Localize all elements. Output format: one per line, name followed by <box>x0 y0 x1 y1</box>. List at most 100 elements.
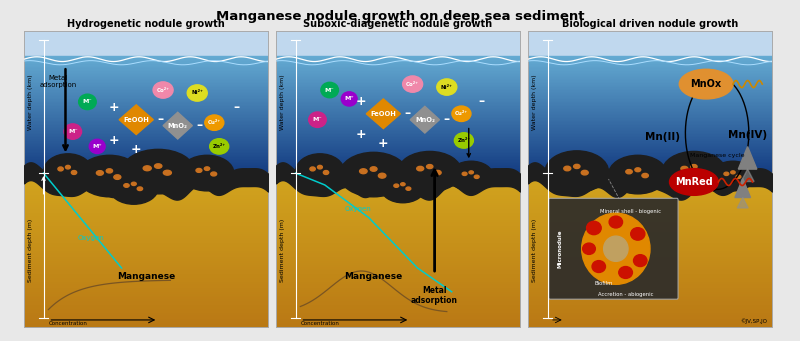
Ellipse shape <box>58 167 63 171</box>
Ellipse shape <box>730 171 735 174</box>
Ellipse shape <box>736 175 741 178</box>
Ellipse shape <box>318 165 322 169</box>
Text: M⁻: M⁻ <box>313 117 322 122</box>
Ellipse shape <box>609 216 622 228</box>
Ellipse shape <box>196 168 202 173</box>
Ellipse shape <box>462 172 467 176</box>
Text: Co²⁺: Co²⁺ <box>406 81 419 87</box>
Ellipse shape <box>604 236 628 261</box>
Ellipse shape <box>96 170 103 175</box>
Ellipse shape <box>43 154 92 189</box>
Ellipse shape <box>545 151 609 192</box>
Ellipse shape <box>180 155 234 191</box>
Ellipse shape <box>634 255 647 267</box>
Ellipse shape <box>406 187 410 190</box>
Ellipse shape <box>417 166 424 171</box>
Ellipse shape <box>724 172 729 176</box>
Ellipse shape <box>630 228 645 240</box>
Text: M⁺: M⁺ <box>344 97 354 101</box>
Text: +: + <box>356 128 366 141</box>
Ellipse shape <box>204 167 210 170</box>
Text: –: – <box>444 113 450 126</box>
Text: Manganese nodule growth on deep sea sediment: Manganese nodule growth on deep sea sedi… <box>216 10 584 23</box>
Text: Metal
adsorption: Metal adsorption <box>411 286 458 305</box>
Text: +: + <box>109 101 119 114</box>
Text: MnOx: MnOx <box>690 79 722 89</box>
Ellipse shape <box>582 170 588 175</box>
Text: Mn(IV): Mn(IV) <box>728 130 767 139</box>
Text: Sediment depth (m): Sediment depth (m) <box>280 219 285 282</box>
Text: Micronodule: Micronodule <box>558 229 562 268</box>
Ellipse shape <box>618 267 633 278</box>
Ellipse shape <box>582 243 595 254</box>
Title: Hydrogenetic nodule growth: Hydrogenetic nodule growth <box>67 18 225 29</box>
Ellipse shape <box>394 184 398 187</box>
Text: M⁺: M⁺ <box>92 144 102 149</box>
Text: Water depth (km): Water depth (km) <box>280 74 285 130</box>
Title: Suboxic-diagenetic nodule growth: Suboxic-diagenetic nodule growth <box>303 18 493 29</box>
Text: Water depth (km): Water depth (km) <box>27 74 33 130</box>
Ellipse shape <box>474 175 479 178</box>
Ellipse shape <box>143 166 151 171</box>
Polygon shape <box>366 99 401 129</box>
Ellipse shape <box>114 175 121 179</box>
Text: –: – <box>478 95 484 108</box>
Ellipse shape <box>564 166 570 171</box>
Ellipse shape <box>210 139 229 154</box>
Ellipse shape <box>662 151 726 192</box>
Ellipse shape <box>626 169 632 174</box>
Ellipse shape <box>309 112 326 128</box>
Ellipse shape <box>681 166 688 171</box>
Text: Metal
adsorption: Metal adsorption <box>39 75 77 88</box>
Ellipse shape <box>342 92 357 106</box>
Text: Biofilm: Biofilm <box>594 281 613 286</box>
Text: ©JV,SP,JO: ©JV,SP,JO <box>740 319 767 324</box>
Ellipse shape <box>698 170 706 175</box>
Polygon shape <box>735 179 750 197</box>
Ellipse shape <box>670 169 718 195</box>
Ellipse shape <box>295 154 344 189</box>
Ellipse shape <box>381 173 425 203</box>
Ellipse shape <box>205 115 224 130</box>
Ellipse shape <box>679 69 733 99</box>
Ellipse shape <box>642 174 648 178</box>
Polygon shape <box>410 106 439 133</box>
Ellipse shape <box>106 169 113 173</box>
Ellipse shape <box>398 151 462 192</box>
Text: Oxygen: Oxygen <box>344 206 371 212</box>
Text: Ni²⁺: Ni²⁺ <box>441 85 453 90</box>
Ellipse shape <box>339 152 408 197</box>
Text: Mn(II): Mn(II) <box>645 133 680 143</box>
Text: Sediment depth (m): Sediment depth (m) <box>532 219 537 282</box>
Ellipse shape <box>210 172 217 176</box>
Ellipse shape <box>138 187 142 191</box>
Text: Co²⁺: Co²⁺ <box>157 88 170 92</box>
Ellipse shape <box>71 170 77 175</box>
Text: Cu²⁺: Cu²⁺ <box>455 111 468 116</box>
Title: Biological driven nodule growth: Biological driven nodule growth <box>562 18 738 29</box>
Ellipse shape <box>187 85 207 101</box>
Text: Ni²⁺: Ni²⁺ <box>191 90 203 95</box>
Ellipse shape <box>401 183 405 186</box>
Polygon shape <box>741 169 754 181</box>
Ellipse shape <box>452 106 471 121</box>
Polygon shape <box>119 105 154 134</box>
Ellipse shape <box>434 170 441 175</box>
Ellipse shape <box>66 165 70 169</box>
Ellipse shape <box>122 149 195 194</box>
Ellipse shape <box>124 184 129 187</box>
Ellipse shape <box>469 171 474 174</box>
Text: +: + <box>378 137 389 150</box>
Ellipse shape <box>78 155 141 197</box>
Text: Cu²⁺: Cu²⁺ <box>208 120 221 125</box>
Text: Concentration: Concentration <box>301 321 339 326</box>
Ellipse shape <box>370 167 377 171</box>
Polygon shape <box>738 197 748 208</box>
Text: FeOOH: FeOOH <box>370 111 396 117</box>
Polygon shape <box>163 112 192 139</box>
Text: Sediment depth (m): Sediment depth (m) <box>27 219 33 282</box>
Ellipse shape <box>450 161 493 191</box>
Text: –: – <box>158 113 164 126</box>
FancyBboxPatch shape <box>549 198 678 299</box>
Text: –: – <box>197 119 202 132</box>
